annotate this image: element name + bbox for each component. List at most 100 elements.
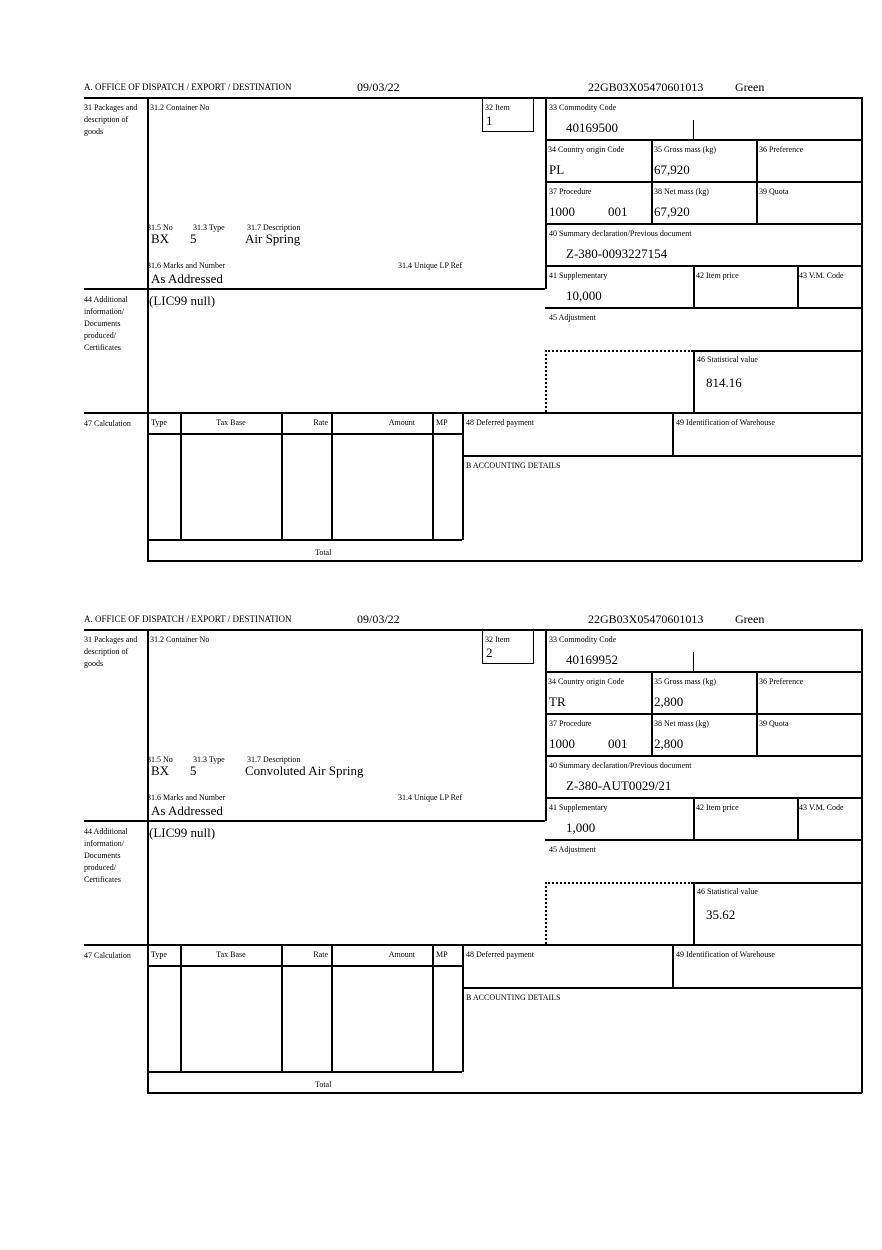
divider <box>147 965 462 967</box>
divider <box>693 797 695 839</box>
divider <box>861 97 863 561</box>
divider <box>84 629 862 631</box>
divider <box>693 882 862 884</box>
divider <box>693 652 694 671</box>
net-mass: 67,920 <box>654 204 690 219</box>
divider <box>84 412 862 414</box>
divider <box>84 820 545 822</box>
marks-and-number: As Addressed <box>151 271 223 286</box>
divider <box>147 433 462 435</box>
office-label: A. OFFICE OF DISPATCH / EXPORT / DESTINA… <box>84 614 292 624</box>
package-count: 5 <box>190 231 197 246</box>
label-48: 48 Deferred payment <box>466 418 534 427</box>
gross-mass: 67,920 <box>654 162 690 177</box>
calc-header-amount: Amount <box>388 950 415 959</box>
divider <box>672 944 674 988</box>
label-31: 31 Packages and description of goods <box>84 103 138 136</box>
label-36: 36 Preference <box>759 145 804 154</box>
divider <box>84 288 545 290</box>
divider <box>84 97 862 99</box>
divider <box>462 455 862 457</box>
goods-description: Convoluted Air Spring <box>245 763 364 778</box>
dotted-divider <box>545 350 547 412</box>
calc-header-rate: Rate <box>313 418 328 427</box>
label-40: 40 Summary declaration/Previous document <box>549 761 692 770</box>
label-33: 33 Commodity Code <box>549 635 617 644</box>
label-47: 47 Calculation <box>84 951 131 960</box>
label-47: 47 Calculation <box>84 419 131 428</box>
declaration-date: 09/03/22 <box>357 80 400 94</box>
divider <box>545 839 862 841</box>
procedure-code: 1000 <box>549 204 575 219</box>
calc-header-mp: MP <box>436 950 448 959</box>
label-31-6: 31.6 Marks and Number <box>147 261 226 270</box>
divider <box>462 987 862 989</box>
divider <box>545 755 862 757</box>
dotted-divider <box>545 882 547 944</box>
label-31-3: 31.3 Type <box>193 223 225 232</box>
divider <box>651 139 653 223</box>
label-33: 33 Commodity Code <box>549 103 617 112</box>
supplementary-units: 1,000 <box>566 820 596 835</box>
divider <box>861 629 863 1093</box>
gross-mass: 2,800 <box>654 694 684 709</box>
divider <box>545 181 862 183</box>
divider <box>281 412 283 540</box>
divider <box>180 412 182 540</box>
country-origin: TR <box>549 694 566 709</box>
label-44: 44 Additional information/ Documents pro… <box>84 295 128 352</box>
label-37: 37 Procedure <box>549 187 592 196</box>
additional-information: (LIC99 null) <box>149 825 216 840</box>
item-number: 2 <box>486 645 493 660</box>
divider <box>147 1071 462 1073</box>
label-31-6: 31.6 Marks and Number <box>147 793 226 802</box>
label-36: 36 Preference <box>759 677 804 686</box>
divider <box>545 223 862 225</box>
divider <box>147 1092 862 1094</box>
accounting-details-label: B ACCOUNTING DETAILS <box>466 993 561 1002</box>
procedure-additional: 001 <box>608 204 628 219</box>
goods-description: Air Spring <box>245 231 301 246</box>
divider <box>693 120 694 139</box>
divider <box>693 882 695 944</box>
divider <box>462 412 464 540</box>
label-32: 32 Item <box>485 103 510 112</box>
accounting-details-label: B ACCOUNTING DETAILS <box>466 461 561 470</box>
divider <box>693 350 695 412</box>
divider <box>797 797 799 839</box>
label-31: 31 Packages and description of goods <box>84 635 138 668</box>
package-kind: BX <box>151 763 170 778</box>
divider <box>281 944 283 1072</box>
office-label: A. OFFICE OF DISPATCH / EXPORT / DESTINA… <box>84 82 292 92</box>
item-number: 1 <box>486 113 493 128</box>
divider <box>432 412 434 540</box>
divider <box>331 944 333 1072</box>
label-34: 34 Country origin Code <box>548 145 625 154</box>
dotted-divider <box>545 882 693 884</box>
statistical-value: 814.16 <box>706 375 742 390</box>
divider <box>147 629 149 1093</box>
label-48: 48 Deferred payment <box>466 950 534 959</box>
label-31-4: 31.4 Unique LP Ref <box>398 261 463 270</box>
label-40: 40 Summary declaration/Previous document <box>549 229 692 238</box>
label-41: 41 Supplementary <box>549 803 608 812</box>
label-38: 38 Net mass (kg) <box>654 187 709 196</box>
label-46: 46 Statistical value <box>697 355 758 364</box>
divider <box>545 671 862 673</box>
label-31-7: 31.7 Description <box>247 755 301 764</box>
label-31-5: 31.5 No <box>147 223 173 232</box>
calc-header-type: Type <box>151 950 167 959</box>
label-31-3: 31.3 Type <box>193 755 225 764</box>
label-41: 41 Supplementary <box>549 271 608 280</box>
divider <box>147 539 462 541</box>
net-mass: 2,800 <box>654 736 684 751</box>
label-42: 42 Item price <box>696 271 739 280</box>
divider <box>545 307 862 309</box>
route-status: Green <box>735 612 765 626</box>
divider <box>432 944 434 1072</box>
label-38: 38 Net mass (kg) <box>654 719 709 728</box>
route-status: Green <box>735 80 765 94</box>
statistical-value: 35.62 <box>706 907 736 922</box>
previous-document: Z-380-0093227154 <box>566 246 668 261</box>
